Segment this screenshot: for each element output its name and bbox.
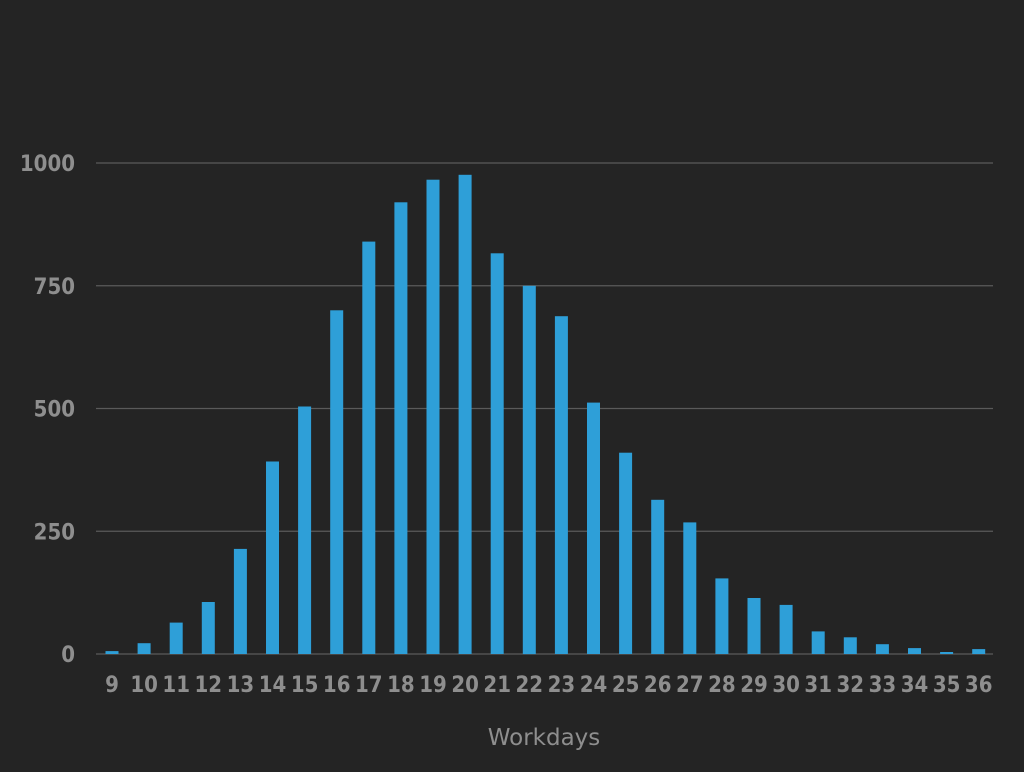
x-tick-label: 36 <box>965 673 993 698</box>
x-tick-label: 21 <box>483 673 511 698</box>
y-tick-label: 250 <box>34 520 75 545</box>
x-tick-label: 18 <box>387 673 415 698</box>
bar-27 <box>683 522 697 654</box>
x-tick-label: 13 <box>227 673 255 698</box>
x-tick-label: 24 <box>580 673 608 698</box>
x-axis-ticks: 9 10 11 12 13 14 15 16 17 18 19 20 21 22 23 24 25 26 27 28 2… <box>105 673 992 698</box>
y-axis-ticks: 0 250 500 750 1000 <box>20 152 75 668</box>
bar-19 <box>426 179 440 654</box>
bar-11 <box>169 622 183 654</box>
x-tick-label: 35 <box>933 673 961 698</box>
x-tick-label: 19 <box>419 673 447 698</box>
bar-33 <box>875 644 889 654</box>
bar-15 <box>298 406 312 654</box>
bar-12 <box>201 602 215 654</box>
y-tick-label: 0 <box>61 643 75 668</box>
bar-30 <box>779 604 793 654</box>
x-tick-label: 20 <box>451 673 479 698</box>
bar-36 <box>972 649 986 654</box>
bar-14 <box>266 461 279 654</box>
y-tick-label: 750 <box>34 275 75 300</box>
y-tick-label: 1000 <box>20 152 75 177</box>
x-tick-label: 31 <box>804 673 832 698</box>
bar-18 <box>394 202 408 655</box>
bar-25 <box>619 452 633 654</box>
x-tick-label: 27 <box>676 673 704 698</box>
x-tick-label: 23 <box>548 673 576 698</box>
x-tick-label: 9 <box>105 673 119 698</box>
bar-31 <box>811 631 825 654</box>
bar-22 <box>522 285 536 655</box>
bar-35 <box>940 652 954 654</box>
x-tick-label: 32 <box>837 673 865 698</box>
x-tick-label: 28 <box>708 673 736 698</box>
x-tick-label: 11 <box>162 673 190 698</box>
bar-20 <box>458 174 472 655</box>
x-tick-label: 15 <box>291 673 319 698</box>
x-tick-label: 26 <box>644 673 672 698</box>
y-tick-label: 500 <box>34 398 75 423</box>
x-tick-label: 25 <box>612 673 640 698</box>
x-tick-label: 16 <box>323 673 351 698</box>
bar-13 <box>233 548 247 654</box>
gridlines <box>96 162 993 655</box>
x-tick-label: 12 <box>195 673 223 698</box>
bar-21 <box>490 253 504 655</box>
x-tick-label: 33 <box>869 673 897 698</box>
bar-34 <box>908 648 921 654</box>
bar-28 <box>715 578 729 654</box>
x-tick-label: 14 <box>259 673 287 698</box>
x-tick-label: 29 <box>740 673 768 698</box>
bars <box>105 174 986 655</box>
bar-9 <box>105 651 119 654</box>
bar-16 <box>330 310 344 654</box>
bar-29 <box>747 598 761 654</box>
bar-32 <box>843 637 857 654</box>
bar-17 <box>362 241 376 654</box>
x-tick-label: 30 <box>772 673 800 698</box>
x-tick-label: 17 <box>355 673 383 698</box>
x-axis-title: Workdays <box>488 725 601 751</box>
x-tick-label: 22 <box>516 673 544 698</box>
x-tick-label: 10 <box>130 673 158 698</box>
bar-23 <box>554 316 568 654</box>
bar-10 <box>137 643 151 654</box>
bar-24 <box>587 402 600 654</box>
bar-26 <box>651 499 665 654</box>
x-tick-label: 34 <box>901 673 929 698</box>
